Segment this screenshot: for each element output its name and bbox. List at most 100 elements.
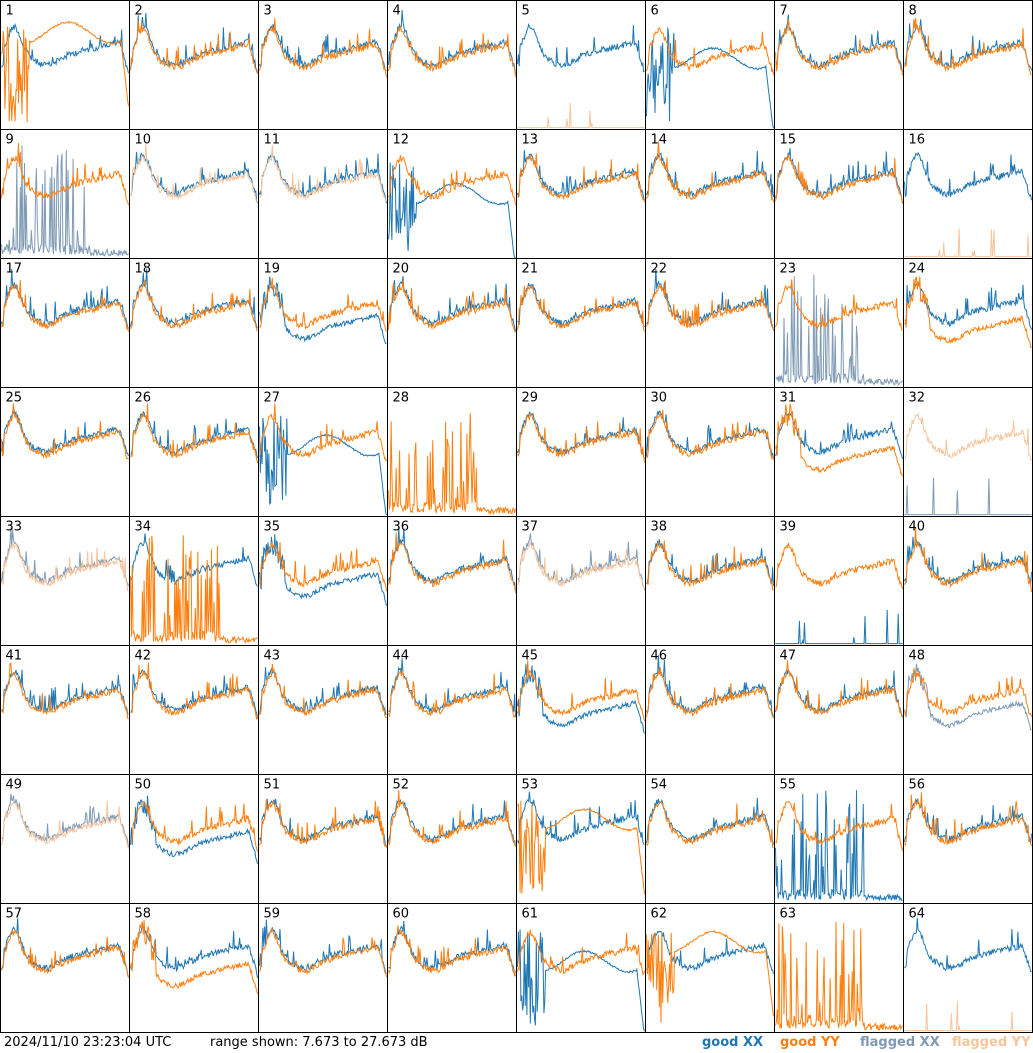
series-yy — [259, 799, 387, 848]
panel-18: 18 — [129, 258, 259, 388]
panel-48: 48 — [903, 645, 1033, 775]
series-xx — [646, 268, 774, 331]
panel-frame — [903, 645, 1033, 775]
panel-label: 4 — [393, 4, 401, 19]
panel-58: 58 — [129, 903, 259, 1033]
series-xx — [517, 929, 645, 1032]
series-yy — [904, 792, 1032, 847]
panel-7: 7 — [774, 0, 904, 130]
panel-frame — [129, 774, 259, 904]
series-yy — [904, 667, 1032, 717]
series-yy — [646, 27, 774, 76]
panel-frame — [645, 258, 775, 388]
series-yy — [646, 930, 774, 1023]
panel-19: 19 — [258, 258, 388, 388]
panel-label: 35 — [264, 520, 281, 535]
panel-25: 25 — [0, 387, 130, 517]
panel-label: 19 — [264, 262, 281, 277]
panel-label: 34 — [135, 520, 152, 535]
panel-11: 11 — [258, 129, 388, 259]
panel-label: 49 — [6, 778, 23, 793]
panel-label: 64 — [909, 907, 926, 922]
panel-44: 44 — [387, 645, 517, 775]
panel-16: 16 — [903, 129, 1033, 259]
panel-frame — [0, 516, 130, 646]
panel-17: 17 — [0, 258, 130, 388]
panel-frame — [129, 645, 259, 775]
panel-55: 55 — [774, 774, 904, 904]
panel-label: 29 — [522, 391, 539, 406]
panel-frame — [258, 129, 388, 259]
series-yy — [775, 153, 903, 204]
series-yy — [517, 284, 645, 332]
panel-label: 55 — [780, 778, 797, 793]
series-yy — [1, 279, 129, 332]
panel-57: 57 — [0, 903, 130, 1033]
series-yy — [517, 412, 645, 463]
panel-label: 10 — [135, 133, 152, 148]
series-xx — [517, 664, 645, 734]
panel-56: 56 — [903, 774, 1033, 904]
panel-59: 59 — [258, 903, 388, 1033]
panel-label: 26 — [135, 391, 152, 406]
series-yy — [259, 663, 387, 719]
series-xx — [1, 918, 129, 978]
panel-label: 1 — [6, 4, 14, 19]
series-xx — [388, 920, 516, 977]
panel-label: 32 — [909, 391, 926, 406]
series-xx — [775, 790, 903, 902]
panel-label: 5 — [522, 4, 530, 19]
panel-label: 20 — [393, 262, 410, 277]
panel-14: 14 — [645, 129, 775, 259]
panel-label: 48 — [909, 649, 926, 664]
panel-36: 36 — [387, 516, 517, 646]
panel-6: 6 — [645, 0, 775, 130]
panel-frame — [903, 129, 1033, 259]
panel-label: 2 — [135, 4, 143, 19]
panel-label: 36 — [393, 520, 410, 535]
panel-38: 38 — [645, 516, 775, 646]
panel-frame — [129, 129, 259, 259]
series-yy — [259, 277, 387, 332]
panel-frame — [516, 774, 646, 904]
panel-label: 24 — [909, 262, 926, 277]
panel-label: 61 — [522, 907, 539, 922]
panel-label: 15 — [780, 133, 797, 148]
series-yy — [775, 542, 903, 590]
series-yy — [904, 1001, 1032, 1032]
panel-13: 13 — [516, 129, 646, 259]
panel-label: 63 — [780, 907, 797, 922]
panel-12: 12 — [387, 129, 517, 259]
series-yy — [388, 26, 516, 78]
panel-frame — [258, 387, 388, 517]
panel-label: 38 — [651, 520, 668, 535]
panel-frame — [387, 645, 517, 775]
series-yy — [517, 153, 645, 203]
panel-frame — [0, 258, 130, 388]
panel-frame — [774, 774, 904, 904]
series-xx — [904, 917, 1032, 973]
panel-label: 7 — [780, 4, 788, 19]
panel-frame — [903, 516, 1033, 646]
series-yy — [646, 409, 774, 461]
panel-frame — [774, 129, 904, 259]
series-yy — [904, 228, 1032, 258]
panel-35: 35 — [258, 516, 388, 646]
panel-34: 34 — [129, 516, 259, 646]
series-xx — [775, 274, 903, 386]
series-yy — [775, 403, 903, 477]
series-yy — [646, 141, 774, 203]
series-xx — [904, 151, 1032, 201]
series-yy — [904, 412, 1032, 462]
panel-label: 22 — [651, 262, 668, 277]
series-yy — [517, 103, 645, 129]
series-yy — [517, 929, 645, 975]
panel-label: 30 — [651, 391, 668, 406]
panel-label: 56 — [909, 778, 926, 793]
panel-2: 2 — [129, 0, 259, 130]
panel-22: 22 — [645, 258, 775, 388]
series-yy — [904, 526, 1032, 592]
panel-frame — [258, 645, 388, 775]
series-yy — [388, 790, 516, 847]
